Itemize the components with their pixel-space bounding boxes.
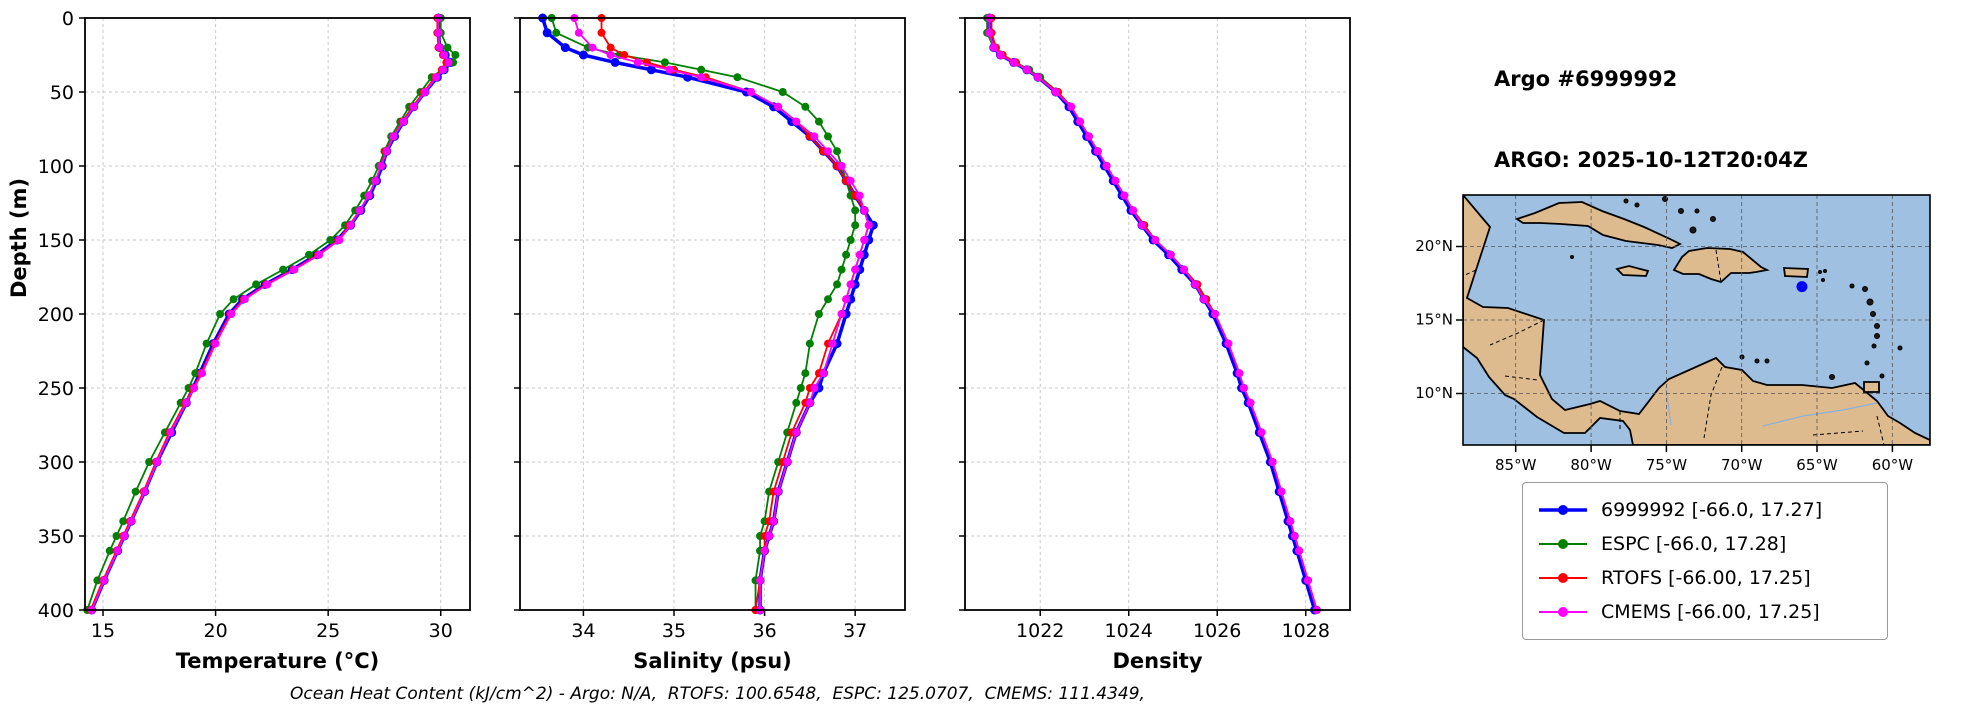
density-profile-chart: 1022 1024 1026 1028 Density bbox=[959, 13, 1351, 673]
legend-label: 6999992 [-66.0, 17.27] bbox=[1601, 499, 1823, 521]
svg-text:200: 200 bbox=[38, 304, 74, 326]
svg-text:20: 20 bbox=[203, 620, 227, 642]
series-CMEMS bbox=[570, 14, 873, 614]
svg-text:Salinity (psu): Salinity (psu) bbox=[633, 649, 792, 673]
svg-text:36: 36 bbox=[752, 620, 776, 642]
legend-label: CMEMS [-66.00, 17.25] bbox=[1601, 601, 1820, 623]
map-lon-label: 65°W bbox=[1796, 456, 1838, 474]
svg-text:34: 34 bbox=[571, 620, 595, 642]
svg-text:150: 150 bbox=[38, 230, 74, 252]
svg-text:35: 35 bbox=[662, 620, 686, 642]
map-land-puerto-rico bbox=[1782, 267, 1810, 278]
svg-text:Temperature (°C): Temperature (°C) bbox=[176, 649, 379, 673]
svg-text:100: 100 bbox=[38, 156, 74, 178]
legend-line-marker bbox=[1539, 539, 1587, 549]
svg-text:50: 50 bbox=[50, 82, 74, 104]
map-land-hispaniola bbox=[1672, 247, 1770, 284]
map-lat-label: 15°N bbox=[1415, 311, 1453, 329]
series-CMEMS bbox=[985, 14, 1321, 614]
legend-item: 6999992 [-66.0, 17.27] bbox=[1537, 493, 1873, 527]
legend-label: ESPC [-66.0, 17.28] bbox=[1601, 533, 1787, 555]
legend: 6999992 [-66.0, 17.27] ESPC [-66.0, 17.28… bbox=[1522, 482, 1888, 640]
legend-line-marker bbox=[1539, 505, 1587, 515]
svg-text:300: 300 bbox=[38, 452, 74, 474]
svg-text:0: 0 bbox=[62, 8, 74, 30]
map-land-jamaica bbox=[1615, 265, 1650, 277]
svg-text:30: 30 bbox=[429, 620, 453, 642]
svg-text:250: 250 bbox=[38, 378, 74, 400]
legend-item: CMEMS [-66.00, 17.25] bbox=[1537, 595, 1873, 629]
map-land-trinidad bbox=[1863, 381, 1880, 393]
svg-text:Depth (m): Depth (m) bbox=[7, 178, 31, 298]
map-lat-label: 20°N bbox=[1415, 237, 1453, 255]
header-float-id: Argo #6999992 bbox=[1494, 67, 1678, 91]
map-data-layer bbox=[1796, 281, 1808, 293]
map-lat-label: 10°N bbox=[1415, 384, 1453, 402]
map-lon-label: 80°W bbox=[1570, 456, 1612, 474]
legend-label: RTOFS [-66.00, 17.25] bbox=[1601, 567, 1811, 589]
legend-item: ESPC [-66.0, 17.28] bbox=[1537, 527, 1873, 561]
svg-text:15: 15 bbox=[91, 620, 115, 642]
map-land-cuba bbox=[1514, 201, 1683, 249]
svg-text:1028: 1028 bbox=[1282, 620, 1330, 642]
map-land-mainland bbox=[1463, 195, 1930, 445]
temperature-profile-chart: 15 20 25 30050100150200250300350400Temperat… bbox=[7, 8, 471, 673]
map-country-borders bbox=[1464, 249, 1885, 445]
svg-text:1024: 1024 bbox=[1105, 620, 1153, 642]
map-rivers bbox=[1665, 387, 1878, 427]
svg-text:1026: 1026 bbox=[1193, 620, 1241, 642]
svg-text:37: 37 bbox=[843, 620, 867, 642]
series-RTOFS bbox=[597, 14, 873, 614]
map-lon-label: 60°W bbox=[1872, 456, 1914, 474]
legend-item: RTOFS [-66.00, 17.25] bbox=[1537, 561, 1873, 595]
ohc-caption: Ocean Heat Content (kJ/cm^2) - Argo: N/A… bbox=[290, 684, 1145, 704]
map-lon-label: 70°W bbox=[1721, 456, 1763, 474]
legend-line-marker bbox=[1539, 573, 1587, 583]
svg-text:1022: 1022 bbox=[1016, 620, 1064, 642]
header-argo-time: ARGO: 2025-10-12T20:04Z bbox=[1494, 148, 1808, 172]
float-position-marker bbox=[1796, 281, 1808, 293]
location-map: 20°N 15°N 10°N 85°W 80°W 75°W 70°W 65°W … bbox=[1415, 194, 1931, 474]
map-lon-label: 75°W bbox=[1646, 456, 1688, 474]
svg-text:25: 25 bbox=[316, 620, 340, 642]
svg-text:350: 350 bbox=[38, 526, 74, 548]
svg-text:Density: Density bbox=[1112, 649, 1202, 673]
legend-line-marker bbox=[1539, 607, 1587, 617]
svg-text:400: 400 bbox=[38, 600, 74, 622]
salinity-profile-chart: 34 35 36 37 Salinity (psu) bbox=[514, 13, 906, 673]
map-graticule bbox=[1463, 195, 1930, 445]
map-small-islands bbox=[1570, 196, 1903, 380]
map-lon-label: 85°W bbox=[1495, 456, 1537, 474]
